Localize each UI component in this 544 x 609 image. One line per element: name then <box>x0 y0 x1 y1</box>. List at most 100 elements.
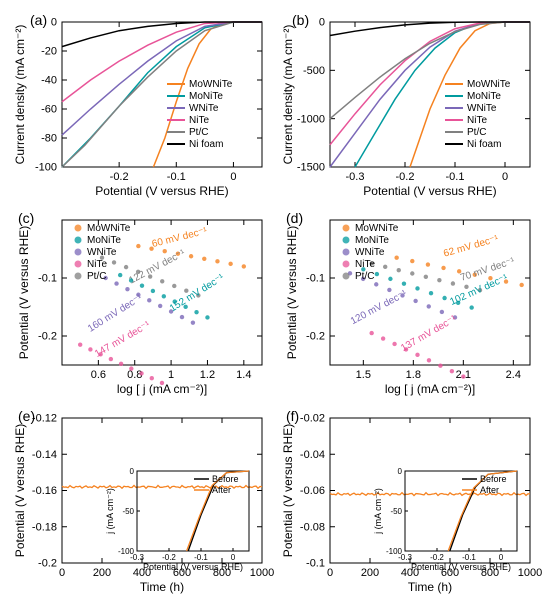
svg-text:After: After <box>480 485 499 495</box>
svg-text:-0.02: -0.02 <box>300 413 325 425</box>
svg-text:-0.1: -0.1 <box>306 558 325 570</box>
svg-text:-100: -100 <box>118 547 135 556</box>
svg-text:-0.2: -0.2 <box>306 331 325 343</box>
svg-text:152 mV dec⁻¹: 152 mV dec⁻¹ <box>168 272 227 315</box>
svg-text:Time (h): Time (h) <box>408 580 452 594</box>
svg-text:-0.2: -0.2 <box>396 171 415 183</box>
svg-text:WNiTe: WNiTe <box>467 103 497 114</box>
svg-text:NiTe: NiTe <box>355 259 375 270</box>
svg-text:-20: -20 <box>41 46 57 58</box>
svg-text:1.8: 1.8 <box>406 369 421 381</box>
svg-text:Pt/C: Pt/C <box>189 127 208 138</box>
svg-text:-0.06: -0.06 <box>300 485 325 497</box>
svg-text:-0.3: -0.3 <box>346 171 365 183</box>
svg-text:2.4: 2.4 <box>506 369 521 381</box>
svg-text:MoWNiTe: MoWNiTe <box>355 223 399 234</box>
svg-text:0: 0 <box>499 553 504 562</box>
svg-text:-0.14: -0.14 <box>32 449 57 461</box>
svg-text:Pt/C: Pt/C <box>355 271 374 282</box>
svg-text:-0.2: -0.2 <box>430 553 444 562</box>
svg-text:Potential (V versus RHE): Potential (V versus RHE) <box>285 226 299 359</box>
svg-text:-500: -500 <box>303 65 325 77</box>
panel-d-plot: 1.51.82.12.4-0.2-0.1log [ j (mA cm⁻²)]Po… <box>330 220 530 365</box>
panel-a-plot: -0.2-0.10-100-80-60-40-200Potential (V v… <box>62 22 262 167</box>
svg-text:-1000: -1000 <box>297 113 325 125</box>
svg-text:1000: 1000 <box>250 567 274 579</box>
figure-root: (a)-0.2-0.10-100-80-60-40-200Potential (… <box>10 10 534 599</box>
svg-text:0: 0 <box>230 171 236 183</box>
svg-text:j (mA cm⁻²): j (mA cm⁻²) <box>373 488 383 535</box>
panel-e-plot: 02004006008001000-0.2-0.18-0.16-0.14-0.1… <box>62 418 262 563</box>
svg-text:-50: -50 <box>122 507 134 516</box>
svg-text:200: 200 <box>361 567 379 579</box>
svg-text:-0.1: -0.1 <box>194 553 208 562</box>
svg-text:1.2: 1.2 <box>200 369 215 381</box>
svg-text:Potential (V versus RHE): Potential (V versus RHE) <box>95 184 228 198</box>
svg-text:Before: Before <box>212 474 239 484</box>
svg-text:NiTe: NiTe <box>87 259 107 270</box>
svg-text:-0.2: -0.2 <box>162 553 176 562</box>
svg-text:Potential (V versus RHE): Potential (V versus RHE) <box>143 562 243 572</box>
svg-text:After: After <box>212 485 231 495</box>
svg-text:Potential (V versus RHE): Potential (V versus RHE) <box>411 562 511 572</box>
svg-text:Current density (mA cm⁻²): Current density (mA cm⁻²) <box>281 25 295 165</box>
svg-text:j (mA cm⁻²): j (mA cm⁻²) <box>105 488 115 535</box>
svg-text:NiTe: NiTe <box>189 115 209 126</box>
svg-text:122 mV dec⁻¹: 122 mV dec⁻¹ <box>127 247 187 286</box>
svg-text:Time (h): Time (h) <box>140 580 184 594</box>
svg-text:1000: 1000 <box>518 567 542 579</box>
svg-text:-80: -80 <box>41 133 57 145</box>
svg-text:-50: -50 <box>390 507 402 516</box>
svg-text:0: 0 <box>130 467 135 476</box>
svg-text:NiTe: NiTe <box>467 115 487 126</box>
svg-text:Pt/C: Pt/C <box>467 127 486 138</box>
svg-text:Current density (mA cm⁻²): Current density (mA cm⁻²) <box>13 25 27 165</box>
svg-text:1.4: 1.4 <box>236 369 251 381</box>
svg-text:-0.2: -0.2 <box>110 171 129 183</box>
svg-text:WNiTe: WNiTe <box>87 247 117 258</box>
svg-text:-0.1: -0.1 <box>462 553 476 562</box>
svg-text:0: 0 <box>502 171 508 183</box>
svg-text:-1500: -1500 <box>297 162 325 174</box>
svg-text:62 mV dec⁻¹: 62 mV dec⁻¹ <box>442 233 500 259</box>
svg-text:Potential (V versus RHE): Potential (V versus RHE) <box>281 424 295 557</box>
svg-text:-0.1: -0.1 <box>446 171 465 183</box>
svg-text:MoWNiTe: MoWNiTe <box>87 223 131 234</box>
svg-text:Ni foam: Ni foam <box>467 139 501 150</box>
svg-text:0.6: 0.6 <box>91 369 106 381</box>
svg-text:WNiTe: WNiTe <box>189 103 219 114</box>
svg-text:200: 200 <box>93 567 111 579</box>
svg-text:MoNiTe: MoNiTe <box>87 235 121 246</box>
svg-text:-0.04: -0.04 <box>300 449 325 461</box>
svg-text:Pt/C: Pt/C <box>87 271 106 282</box>
svg-text:0: 0 <box>319 17 325 29</box>
svg-text:1: 1 <box>168 369 174 381</box>
panel-b-plot: -0.3-0.2-0.10-1500-1000-5000Potential (V… <box>330 22 530 167</box>
svg-text:-60: -60 <box>41 104 57 116</box>
svg-text:log [ j (mA cm⁻²)]: log [ j (mA cm⁻²)] <box>385 382 475 396</box>
svg-text:0: 0 <box>231 553 236 562</box>
svg-text:0: 0 <box>51 17 57 29</box>
svg-text:Potential (V versus RHE): Potential (V versus RHE) <box>363 184 496 198</box>
svg-text:Ni foam: Ni foam <box>189 139 223 150</box>
panel-c-plot: 0.60.811.21.4-0.2-0.1log [ j (mA cm⁻²)]P… <box>62 220 262 365</box>
svg-text:1.5: 1.5 <box>356 369 371 381</box>
svg-text:MoWNiTe: MoWNiTe <box>467 79 511 90</box>
svg-text:0: 0 <box>327 567 333 579</box>
svg-text:0: 0 <box>398 467 403 476</box>
svg-text:137 mV dec⁻¹: 137 mV dec⁻¹ <box>399 313 459 354</box>
svg-text:MoWNiTe: MoWNiTe <box>189 79 233 90</box>
svg-text:-0.16: -0.16 <box>32 485 57 497</box>
svg-text:-0.08: -0.08 <box>300 521 325 533</box>
svg-text:0: 0 <box>59 567 65 579</box>
svg-text:Potential (V versus RHE): Potential (V versus RHE) <box>13 424 27 557</box>
svg-text:-0.1: -0.1 <box>167 171 186 183</box>
svg-text:Potential (V versus RHE): Potential (V versus RHE) <box>17 226 31 359</box>
svg-text:-100: -100 <box>386 547 403 556</box>
svg-text:120 mV dec⁻¹: 120 mV dec⁻¹ <box>349 288 409 327</box>
svg-text:-0.2: -0.2 <box>38 331 57 343</box>
svg-text:-0.18: -0.18 <box>32 521 57 533</box>
svg-text:-0.1: -0.1 <box>38 273 57 285</box>
svg-text:-0.2: -0.2 <box>38 558 57 570</box>
svg-text:WNiTe: WNiTe <box>355 247 385 258</box>
